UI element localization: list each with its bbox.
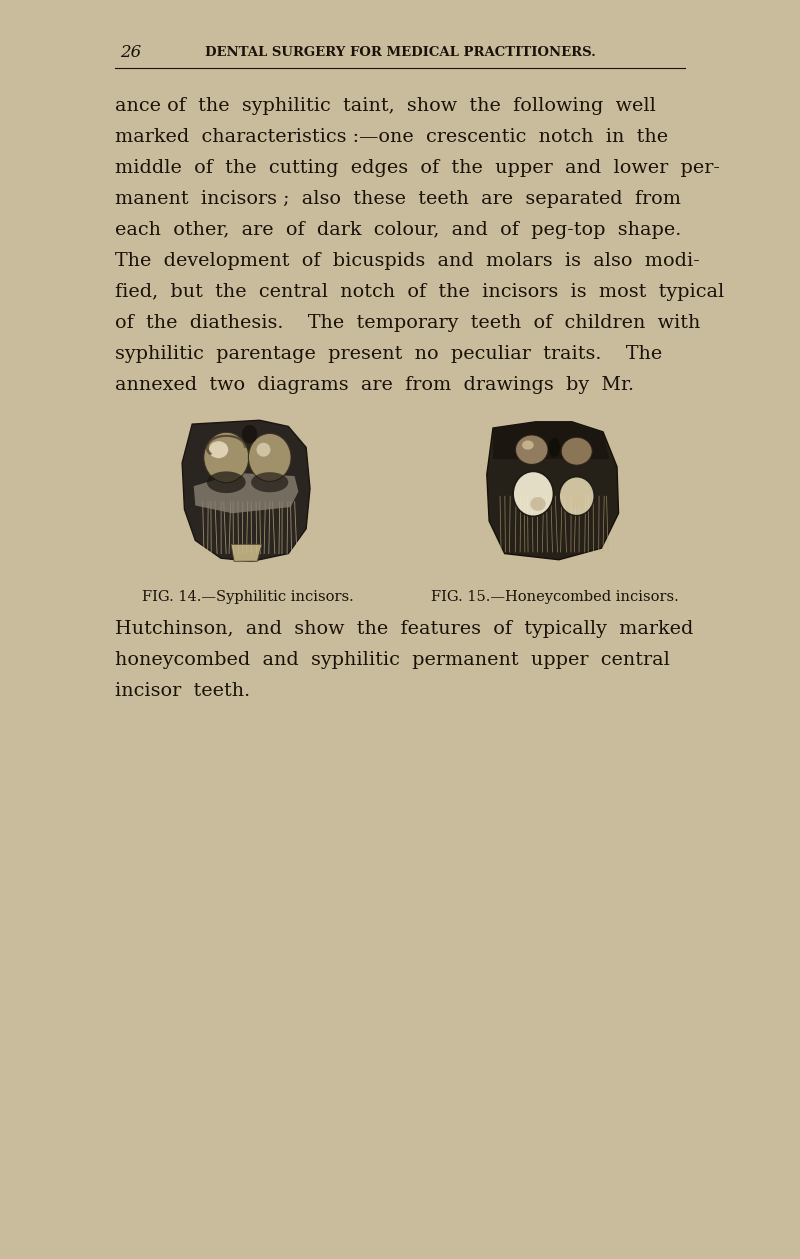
Ellipse shape bbox=[207, 471, 246, 494]
Ellipse shape bbox=[571, 496, 586, 507]
Text: Hutchinson,  and  show  the  features  of  typically  marked: Hutchinson, and show the features of typ… bbox=[115, 619, 694, 638]
Polygon shape bbox=[182, 421, 310, 562]
Text: annexed  two  diagrams  are  from  drawings  by  Mr.: annexed two diagrams are from drawings b… bbox=[115, 376, 634, 394]
Ellipse shape bbox=[515, 434, 548, 465]
Text: incisor  teeth.: incisor teeth. bbox=[115, 682, 250, 700]
Text: of  the  diathesis.    The  temporary  teeth  of  children  with: of the diathesis. The temporary teeth of… bbox=[115, 313, 700, 332]
Text: marked  characteristics :—one  crescentic  notch  in  the: marked characteristics :—one crescentic … bbox=[115, 128, 668, 146]
Text: syphilitic  parentage  present  no  peculiar  traits.    The: syphilitic parentage present no peculiar… bbox=[115, 345, 662, 363]
Text: fied,  but  the  central  notch  of  the  incisors  is  most  typical: fied, but the central notch of the incis… bbox=[115, 283, 724, 301]
Text: ance of  the  syphilitic  taint,  show  the  following  well: ance of the syphilitic taint, show the f… bbox=[115, 97, 656, 115]
Text: manent  incisors ;  also  these  teeth  are  separated  from: manent incisors ; also these teeth are s… bbox=[115, 190, 681, 208]
Text: each  other,  are  of  dark  colour,  and  of  peg-top  shape.: each other, are of dark colour, and of p… bbox=[115, 222, 682, 239]
Ellipse shape bbox=[204, 432, 249, 482]
Ellipse shape bbox=[530, 497, 546, 511]
Polygon shape bbox=[231, 544, 262, 562]
Text: FIG. 14.—Syphilitic incisors.: FIG. 14.—Syphilitic incisors. bbox=[142, 590, 354, 604]
Polygon shape bbox=[194, 473, 298, 514]
Ellipse shape bbox=[242, 426, 257, 443]
Ellipse shape bbox=[257, 443, 270, 457]
Ellipse shape bbox=[513, 471, 554, 516]
Polygon shape bbox=[493, 422, 610, 460]
Ellipse shape bbox=[559, 477, 594, 516]
Text: middle  of  the  cutting  edges  of  the  upper  and  lower  per-: middle of the cutting edges of the upper… bbox=[115, 159, 720, 178]
Text: FIG. 15.—Honeycombed incisors.: FIG. 15.—Honeycombed incisors. bbox=[431, 590, 679, 604]
Ellipse shape bbox=[209, 441, 228, 458]
Ellipse shape bbox=[248, 433, 291, 481]
Text: The  development  of  bicuspids  and  molars  is  also  modi-: The development of bicuspids and molars … bbox=[115, 252, 700, 269]
Text: honeycombed  and  syphilitic  permanent  upper  central: honeycombed and syphilitic permanent upp… bbox=[115, 651, 670, 669]
Polygon shape bbox=[486, 422, 618, 560]
Text: DENTAL SURGERY FOR MEDICAL PRACTITIONERS.: DENTAL SURGERY FOR MEDICAL PRACTITIONERS… bbox=[205, 45, 595, 58]
Ellipse shape bbox=[522, 441, 534, 449]
Text: 26: 26 bbox=[120, 44, 142, 60]
Ellipse shape bbox=[251, 472, 288, 492]
Ellipse shape bbox=[549, 438, 560, 457]
Ellipse shape bbox=[562, 437, 592, 465]
